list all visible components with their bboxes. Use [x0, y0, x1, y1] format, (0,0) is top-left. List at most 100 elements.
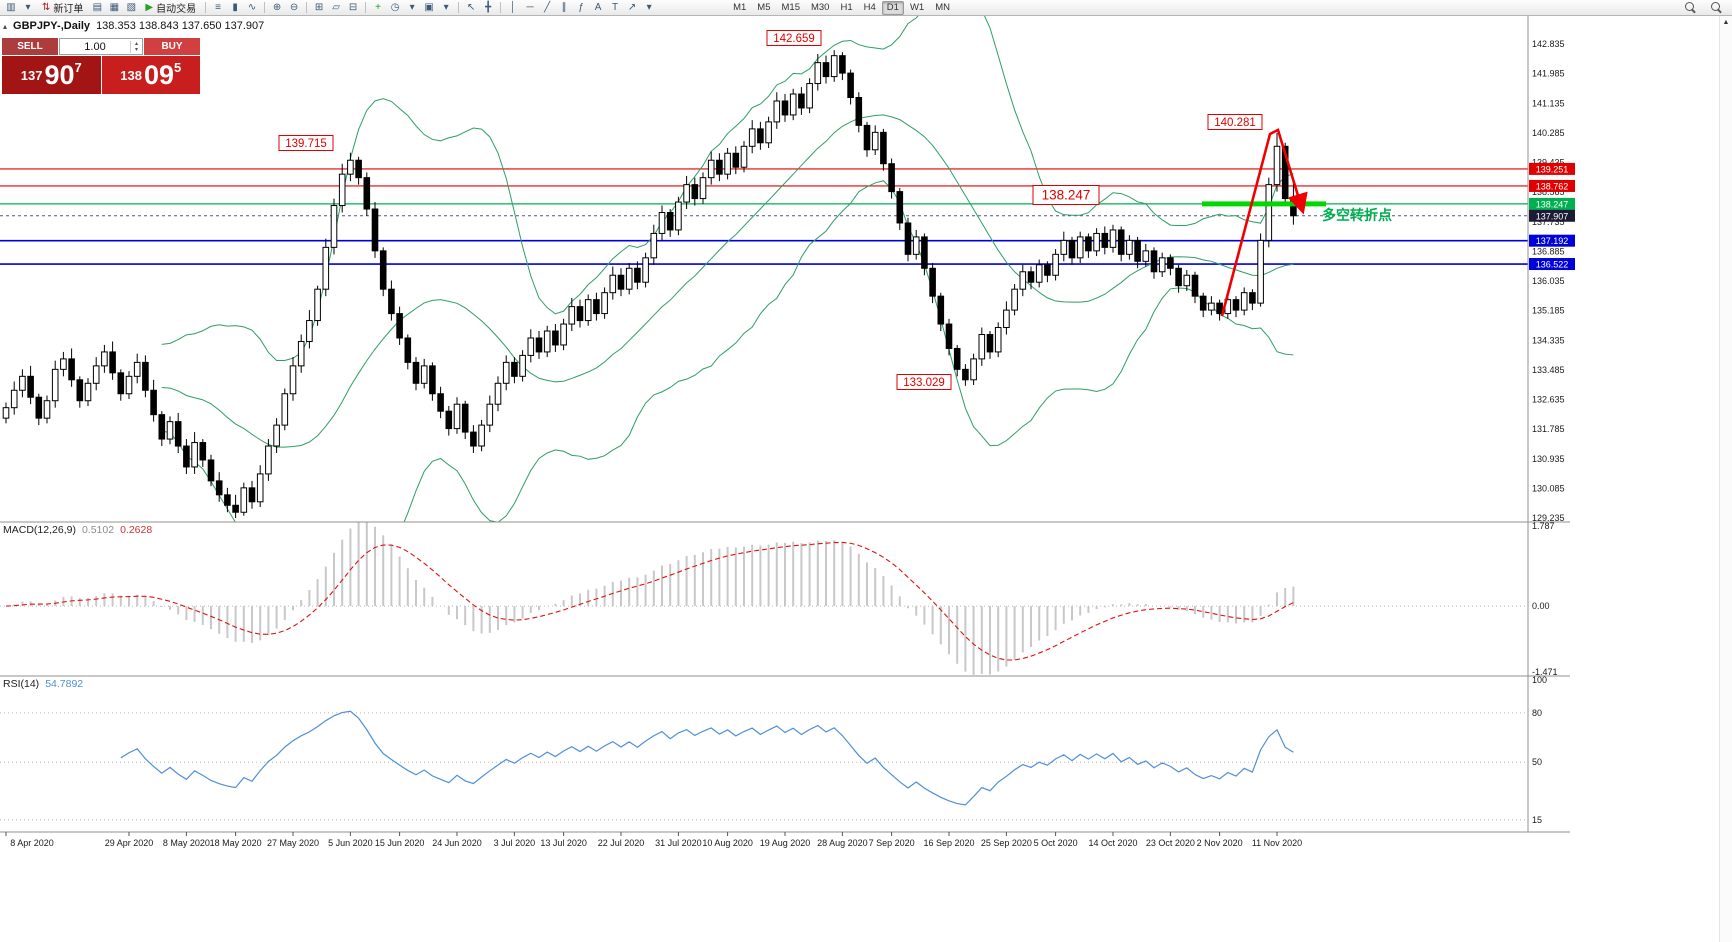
support-level-drawing[interactable]: [1202, 201, 1326, 207]
volume-stepper[interactable]: 1.00 ▴ ▾: [59, 38, 143, 55]
svg-text:133.029: 133.029: [903, 377, 945, 389]
zoom-in-icon[interactable]: ⊕: [272, 2, 282, 13]
zoom-window-icon[interactable]: [1710, 1, 1723, 14]
oneclick-collapse-icon[interactable]: ▴: [3, 21, 8, 31]
text-icon[interactable]: A: [594, 2, 602, 13]
price-callout[interactable]: 138.247: [1032, 185, 1100, 205]
volume-value[interactable]: 1.00: [84, 40, 106, 53]
cursor-icon[interactable]: ↖: [466, 2, 476, 13]
sell-price-button[interactable]: 137 90 7: [2, 56, 101, 94]
templates-dropdown-icon[interactable]: ▾: [443, 2, 449, 13]
toolbar-separator: [365, 2, 367, 13]
data-window-icon[interactable]: ▦: [109, 2, 120, 13]
volume-increase-button[interactable]: ▴: [134, 40, 138, 47]
sell-price-prefix: 137: [20, 67, 43, 83]
buy-price-button[interactable]: 138 09 5: [101, 56, 200, 94]
main-toolbar: ▥ ▾ ⇅ 新订单 ▤ ▦ ▧ ▶ 自动交易 ≡ ▮ ∿ ⊕ ⊖ ⊞ ▱ ⊟ + ◷ ▾ ▣ ▾ ↖ ╋ │ ─ ╱ ∥ ƒ A T ↗ ▾ M1…: [0, 0, 1732, 16]
bar-chart-type-icon[interactable]: ≡: [215, 2, 222, 13]
svg-text:15 Jun 2020: 15 Jun 2020: [375, 838, 425, 848]
price-axis[interactable]: 142.835 141.985 141.135 140.285 139.435 138.5…: [0, 16, 1575, 833]
chart-canvas[interactable]: 142.659139.715140.281138.247133.029142.8…: [0, 16, 1732, 942]
svg-text:141.985: 141.985: [1532, 69, 1565, 79]
svg-text:136.522: 136.522: [1536, 260, 1569, 270]
label-icon[interactable]: T: [612, 2, 619, 13]
autotrade-button-icon: ▶: [145, 2, 154, 13]
periods-icon[interactable]: ◷: [390, 2, 400, 13]
timeframe-m5[interactable]: M5: [757, 1, 771, 13]
zoom-out-icon[interactable]: ⊖: [289, 2, 299, 13]
volume-decrease-button[interactable]: ▾: [134, 46, 138, 53]
timeframe-d1[interactable]: D1: [881, 0, 904, 15]
price-callout[interactable]: 139.715: [278, 135, 334, 151]
turning-point-note[interactable]: 多空转折点: [1322, 207, 1392, 223]
trade-top-row: SELL 1.00 ▴ ▾ BUY: [2, 38, 200, 55]
scroll-up-icon[interactable]: ▲: [1722, 19, 1730, 26]
svg-text:23 Oct 2020: 23 Oct 2020: [1146, 838, 1195, 848]
buy-price-pip: 5: [174, 60, 182, 75]
svg-text:141.135: 141.135: [1532, 98, 1565, 108]
new-order-button-label: 新订单: [53, 4, 84, 15]
market-watch-icon[interactable]: ▤: [92, 2, 103, 13]
svg-text:131.785: 131.785: [1532, 424, 1565, 434]
svg-text:1.787: 1.787: [1532, 521, 1555, 531]
sell-button[interactable]: SELL: [2, 38, 58, 55]
svg-text:25 Sep 2020: 25 Sep 2020: [981, 838, 1032, 848]
timeframe-m1[interactable]: M1: [733, 1, 747, 13]
cascade-windows-icon[interactable]: ▱: [332, 2, 340, 13]
macd-label: MACD(12,26,9) 0.5102 0.2628: [3, 524, 152, 536]
rsi-label: RSI(14) 54.7892: [3, 678, 83, 690]
tile-windows-icon[interactable]: ⊞: [314, 2, 324, 13]
templates-icon[interactable]: ▣: [424, 2, 434, 13]
svg-text:130.935: 130.935: [1532, 454, 1565, 464]
price-callout[interactable]: 133.029: [896, 374, 952, 390]
price-tag: 136.522: [1529, 258, 1575, 271]
new-chart-icon[interactable]: ▥: [6, 2, 16, 13]
trend-arrow-drawing[interactable]: [1220, 128, 1308, 317]
volume-spin: ▴ ▾: [130, 40, 142, 53]
new-order-button[interactable]: ⇅ 新订单: [37, 1, 88, 15]
svg-text:138.247: 138.247: [1042, 188, 1091, 203]
line-chart-type-icon[interactable]: ∿: [247, 2, 257, 13]
arrow-objects-icon[interactable]: ↗: [627, 2, 637, 13]
horizontal-line-icon[interactable]: ─: [526, 2, 534, 13]
svg-text:-1.471: -1.471: [1532, 667, 1558, 677]
timeframe-w1[interactable]: W1: [909, 1, 925, 13]
search-icon[interactable]: [1684, 1, 1697, 14]
toolbar-separator: [264, 2, 266, 13]
navigator-icon[interactable]: ▧: [126, 2, 137, 13]
auto-arrange-icon[interactable]: ⊟: [348, 2, 358, 13]
timeframe-toolbar: M1 M5 M15 M30 H1 H4 D1 W1 MN: [728, 0, 955, 15]
time-axis[interactable]: 8 Apr 2020 29 Apr 2020 8 May 2020 18 May 20…: [5, 832, 1302, 848]
vertical-line-icon[interactable]: │: [509, 2, 517, 13]
svg-text:29 Apr 2020: 29 Apr 2020: [105, 838, 154, 848]
indicators-add-icon[interactable]: +: [375, 2, 382, 13]
autotrade-button[interactable]: ▶ 自动交易: [140, 1, 201, 15]
channel-icon[interactable]: ∥: [561, 2, 567, 13]
fibonacci-icon[interactable]: ƒ: [578, 2, 584, 13]
timeframe-mn[interactable]: MN: [935, 1, 950, 13]
svg-text:100: 100: [1532, 675, 1547, 685]
trendline-icon[interactable]: ╱: [544, 2, 551, 13]
price-callout[interactable]: 142.659: [766, 30, 822, 46]
svg-text:50: 50: [1532, 757, 1542, 767]
objects-dropdown-icon[interactable]: ▾: [646, 2, 652, 13]
svg-text:138.585: 138.585: [1532, 187, 1565, 197]
svg-text:18 May 2020: 18 May 2020: [210, 838, 262, 848]
periods-dropdown-icon[interactable]: ▾: [409, 2, 415, 13]
svg-text:16 Sep 2020: 16 Sep 2020: [923, 838, 974, 848]
timeframe-h1[interactable]: H1: [840, 1, 853, 13]
timeframe-m30[interactable]: M30: [810, 1, 830, 13]
chart-scrollbar[interactable]: ▲: [1719, 16, 1732, 942]
svg-text:13 Jul 2020: 13 Jul 2020: [540, 838, 587, 848]
buy-button[interactable]: BUY: [144, 38, 200, 55]
chart-header: ▴ GBPJPY-,Daily 138.353 138.843 137.650 …: [3, 20, 264, 32]
price-callout[interactable]: 140.281: [1207, 114, 1263, 130]
horizontal-price-lines[interactable]: [0, 168, 1528, 265]
chart-dropdown-icon[interactable]: ▾: [25, 2, 31, 13]
svg-text:139.715: 139.715: [285, 138, 327, 150]
candlestick-type-icon[interactable]: ▮: [232, 2, 238, 13]
timeframe-m15[interactable]: M15: [781, 1, 800, 13]
price-tag: 138.762: [1529, 179, 1575, 192]
crosshair-icon[interactable]: ╋: [485, 2, 492, 13]
timeframe-h4[interactable]: H4: [863, 1, 876, 13]
